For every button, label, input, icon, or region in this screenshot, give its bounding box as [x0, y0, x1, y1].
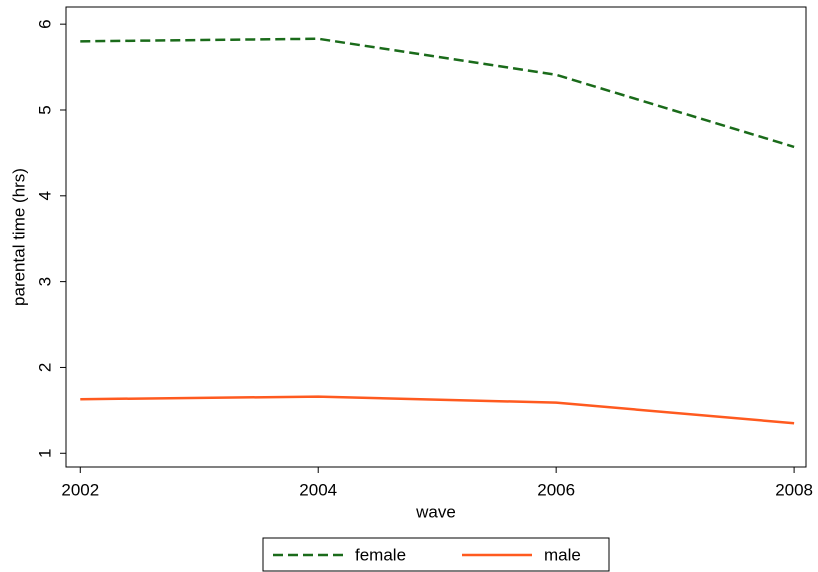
- x-tick-label: 2008: [775, 480, 813, 499]
- y-tick-label: 6: [35, 19, 54, 28]
- plot-frame: [65, 6, 807, 468]
- series-line: [80, 37, 795, 149]
- x-tick-label: 2002: [61, 480, 99, 499]
- y-tick-label: 5: [35, 105, 54, 114]
- legend-label: female: [355, 545, 406, 564]
- x-axis-label: wave: [415, 502, 456, 521]
- y-tick-label: 1: [35, 449, 54, 458]
- y-tick-label: 4: [35, 191, 54, 200]
- y-axis-label: parental time (hrs): [9, 168, 28, 306]
- legend-label: male: [544, 545, 581, 564]
- y-tick-label: 3: [35, 277, 54, 286]
- y-tick-label: 2: [35, 363, 54, 372]
- x-tick-label: 2004: [299, 480, 337, 499]
- series-line: [80, 395, 795, 425]
- x-tick-label: 2006: [537, 480, 575, 499]
